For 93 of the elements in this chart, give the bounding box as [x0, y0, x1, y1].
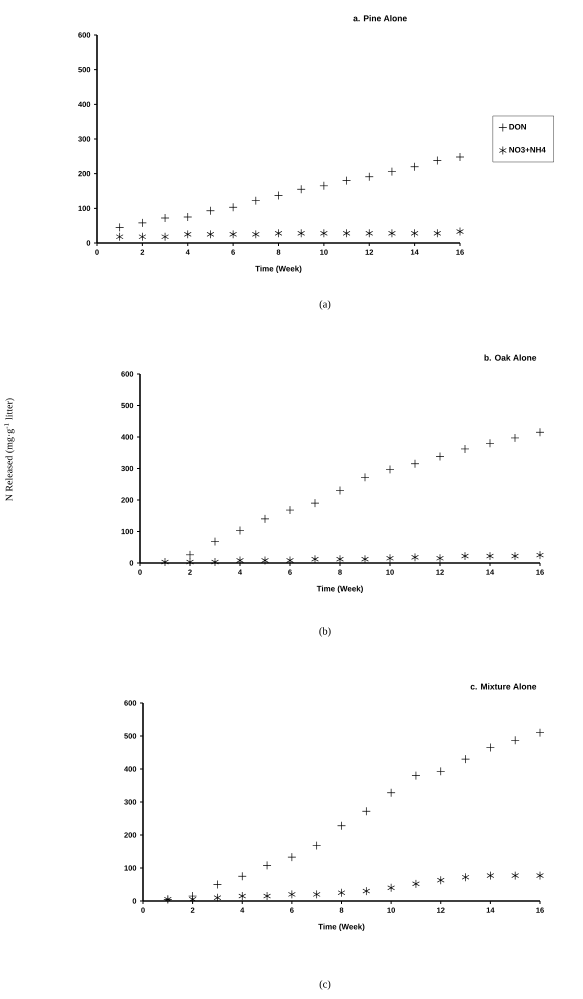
point	[536, 871, 544, 880]
point	[228, 202, 238, 212]
point	[210, 537, 220, 546]
point	[238, 872, 247, 881]
point	[511, 552, 519, 560]
point	[410, 459, 420, 468]
point	[188, 895, 196, 904]
point	[462, 872, 470, 882]
point	[161, 232, 169, 242]
point	[236, 526, 244, 535]
point	[486, 552, 494, 560]
point	[206, 230, 214, 239]
point	[510, 434, 520, 442]
point	[461, 754, 470, 764]
point	[229, 230, 237, 239]
text: (b)	[319, 627, 331, 637]
point	[297, 228, 305, 238]
point	[252, 230, 260, 239]
point	[261, 556, 269, 565]
point	[486, 438, 494, 448]
point	[486, 871, 494, 880]
point	[436, 452, 444, 461]
point	[274, 191, 283, 200]
point	[186, 550, 194, 560]
point	[310, 498, 320, 508]
point	[386, 465, 394, 474]
point	[312, 841, 322, 850]
point	[342, 176, 351, 185]
point	[436, 766, 446, 776]
point	[536, 428, 544, 437]
point	[116, 232, 124, 242]
point	[460, 444, 470, 454]
point	[410, 228, 418, 238]
point	[388, 228, 396, 238]
point	[510, 736, 520, 745]
point	[412, 771, 420, 780]
point	[251, 196, 260, 206]
point	[432, 156, 442, 165]
point	[138, 218, 147, 228]
chart-title: a. Pine Alone	[353, 15, 407, 22]
chart-title: c. Mixture Alone	[470, 683, 536, 690]
point	[337, 821, 346, 830]
point	[362, 806, 371, 816]
text: (c)	[320, 980, 330, 990]
point	[436, 554, 444, 563]
point	[263, 892, 271, 900]
point	[511, 871, 519, 880]
point	[274, 228, 282, 238]
point	[260, 514, 270, 524]
point	[161, 558, 169, 566]
point	[456, 227, 464, 236]
point	[486, 743, 495, 752]
point	[288, 890, 296, 899]
point	[410, 162, 419, 172]
point	[436, 876, 445, 885]
text: (a)	[320, 300, 330, 310]
point	[214, 893, 222, 902]
point	[360, 472, 370, 482]
point	[388, 167, 396, 176]
point	[183, 212, 192, 222]
point	[386, 788, 396, 798]
point	[138, 232, 146, 242]
point	[342, 228, 350, 238]
point	[362, 886, 370, 896]
point	[238, 892, 246, 900]
point	[312, 890, 320, 899]
point	[387, 883, 395, 892]
point	[364, 172, 374, 182]
point	[411, 552, 419, 562]
point	[115, 223, 124, 232]
point	[262, 861, 272, 870]
point	[434, 228, 442, 238]
point	[412, 879, 420, 888]
point	[536, 550, 544, 560]
point	[320, 181, 328, 190]
point	[286, 506, 294, 514]
point	[456, 152, 464, 162]
point	[461, 552, 469, 560]
point	[336, 486, 344, 495]
point	[338, 888, 346, 898]
point	[160, 214, 170, 222]
point	[213, 880, 222, 889]
point	[296, 184, 306, 194]
chart-title: b. Oak Alone	[484, 354, 536, 361]
point	[206, 206, 215, 216]
point	[320, 228, 328, 238]
point	[211, 558, 219, 566]
point	[184, 230, 192, 239]
point	[365, 228, 374, 238]
point	[386, 554, 394, 563]
point	[536, 728, 544, 738]
y-axis-title: N Released (mg·g$^{-1}$ litter)	[4, 398, 14, 502]
point	[288, 852, 296, 862]
